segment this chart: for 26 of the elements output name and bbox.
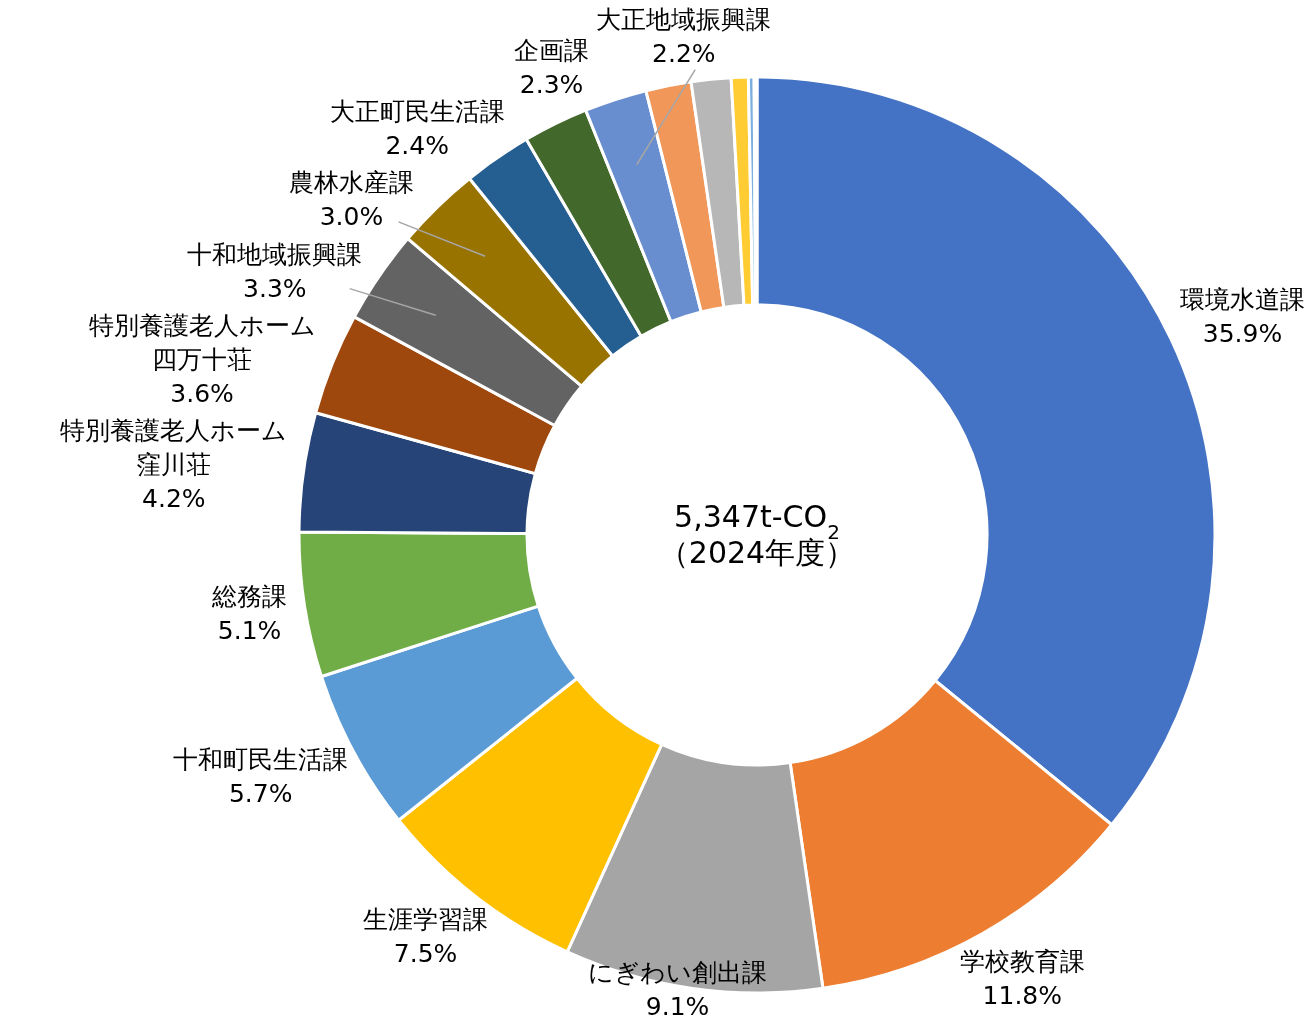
data-label: 11.8% (982, 981, 1063, 1011)
slice-label: 大正町民生活課 (329, 96, 505, 126)
slice-label: 企画課 (514, 36, 590, 66)
data-label: 35.9% (1202, 318, 1283, 348)
slice-label: 生涯学習課 (363, 905, 489, 935)
slice-label: 総務課 (211, 581, 288, 611)
data-label: 2.3% (519, 70, 584, 100)
data-label: 2.2% (652, 38, 716, 68)
data-label: 3.3% (243, 273, 307, 303)
data-label: 2.4% (385, 130, 449, 160)
slice-label: 学校教育課 (959, 947, 1085, 977)
slice-label: 十和地域振興課 (187, 239, 363, 269)
slice-label: 大正地域振興課 (596, 4, 772, 34)
slice-label: 特別養護老人ホーム窪川荘 (60, 415, 288, 479)
slice-label: 環境水道課 (1180, 284, 1305, 314)
data-label: 3.6% (170, 379, 234, 409)
data-label: 5.7% (228, 778, 293, 808)
slice-label: 十和町民生活課 (173, 744, 349, 774)
slice-label: 農林水産課 (288, 167, 414, 197)
data-label: 9.1% (645, 991, 710, 1021)
data-label: 3.0% (319, 201, 384, 231)
data-label: 4.2% (142, 483, 206, 513)
slice-label: 特別養護老人ホーム四万十荘 (88, 311, 316, 375)
data-label: 7.5% (393, 939, 458, 969)
data-label: 5.1% (217, 615, 282, 645)
slice-label: にぎわい創出課 (588, 957, 768, 987)
